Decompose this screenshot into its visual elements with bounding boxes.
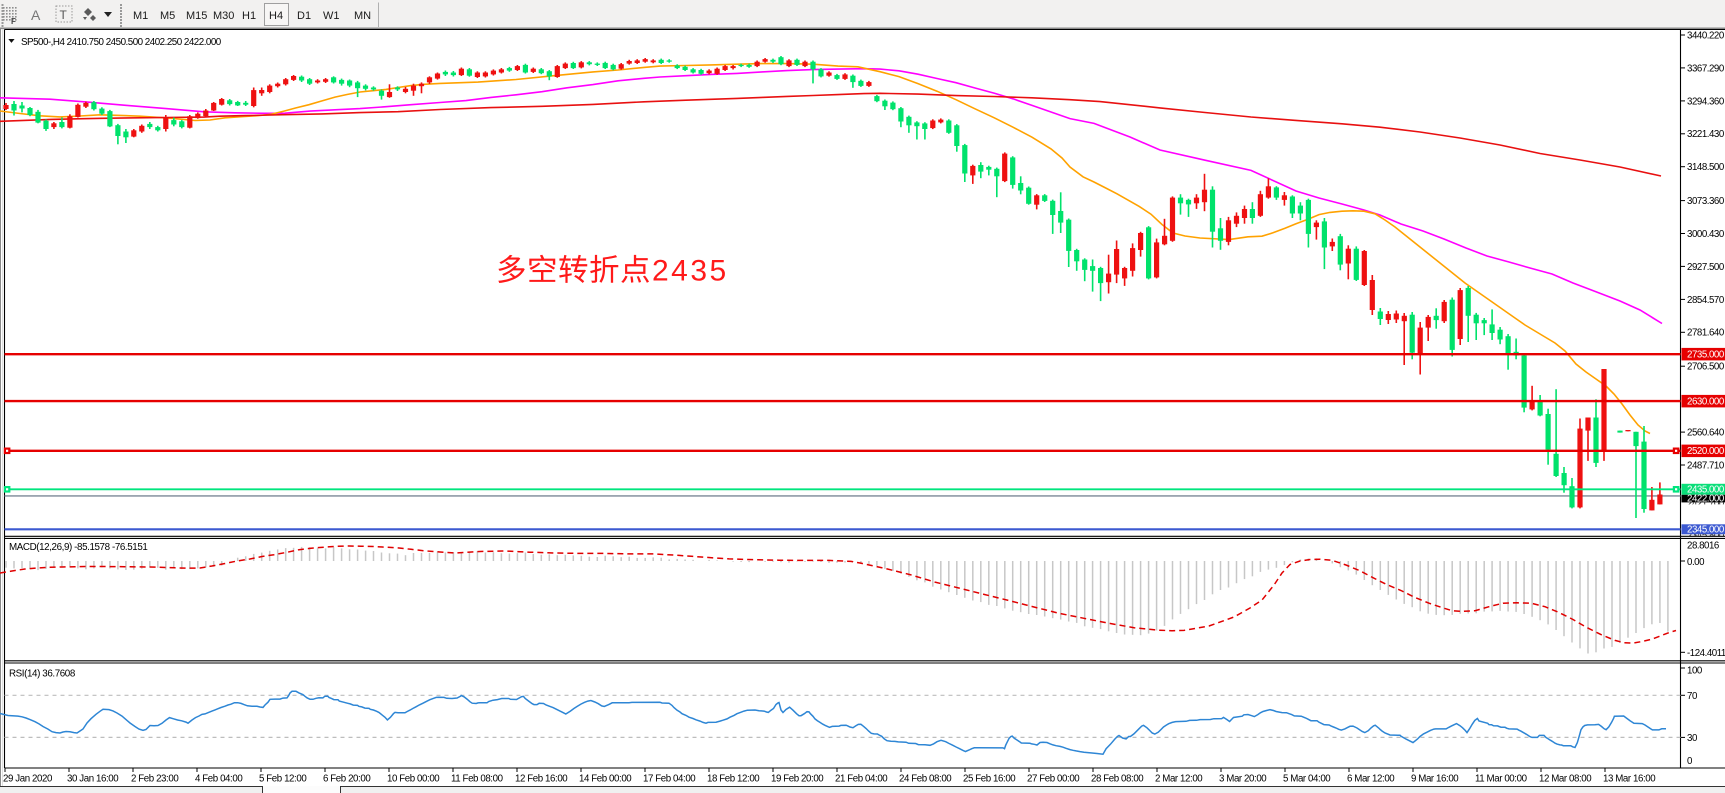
svg-text:2 Mar 12:00: 2 Mar 12:00 (1155, 774, 1203, 785)
svg-text:9 Mar 16:00: 9 Mar 16:00 (1411, 774, 1459, 785)
svg-text:4 Feb 04:00: 4 Feb 04:00 (195, 774, 243, 785)
svg-text:28.8016: 28.8016 (1687, 541, 1719, 552)
svg-text:0.00: 0.00 (1687, 557, 1705, 568)
svg-text:2854.570: 2854.570 (1687, 295, 1725, 306)
svg-text:14 Feb 00:00: 14 Feb 00:00 (579, 774, 632, 785)
svg-text:D1: D1 (297, 10, 311, 22)
svg-text:3367.290: 3367.290 (1687, 63, 1725, 74)
svg-text:2 Feb 23:00: 2 Feb 23:00 (131, 774, 179, 785)
svg-text:24 Feb 08:00: 24 Feb 08:00 (899, 774, 952, 785)
svg-text:12 Feb 16:00: 12 Feb 16:00 (515, 774, 568, 785)
svg-text:2435.000: 2435.000 (1687, 485, 1725, 496)
svg-text:3440.220: 3440.220 (1687, 30, 1725, 41)
svg-text:SP500-,H4 2410.750 2450.500 2: SP500-,H4 2410.750 2450.500 2402.250 242… (21, 37, 222, 48)
svg-text:2781.640: 2781.640 (1687, 328, 1725, 339)
svg-text:12 Mar 08:00: 12 Mar 08:00 (1539, 774, 1592, 785)
svg-text:2630.000: 2630.000 (1687, 397, 1725, 408)
svg-text:2487.710: 2487.710 (1687, 460, 1725, 471)
svg-text:2706.500: 2706.500 (1687, 362, 1725, 373)
svg-text:30: 30 (1687, 733, 1698, 744)
svg-text:10 Feb 00:00: 10 Feb 00:00 (387, 774, 440, 785)
svg-text:5 Mar 04:00: 5 Mar 04:00 (1283, 774, 1331, 785)
svg-text:2735.000: 2735.000 (1687, 350, 1725, 361)
svg-text:MN: MN (354, 10, 371, 22)
svg-text:21 Feb 04:00: 21 Feb 04:00 (835, 774, 888, 785)
svg-text:13 Mar 16:00: 13 Mar 16:00 (1603, 774, 1656, 785)
svg-text:H1: H1 (242, 10, 256, 22)
svg-text:2421.700: 2421.700 (1687, 499, 1725, 510)
svg-text:30 Jan 16:00: 30 Jan 16:00 (67, 774, 119, 785)
svg-text:3073.360: 3073.360 (1687, 196, 1725, 207)
svg-text:F: F (11, 17, 16, 26)
svg-text:0: 0 (1687, 756, 1693, 767)
svg-text:2927.500: 2927.500 (1687, 262, 1725, 273)
svg-text:H4: H4 (269, 10, 283, 22)
svg-text:RSI(14) 36.7608: RSI(14) 36.7608 (9, 669, 76, 680)
svg-text:2345.000: 2345.000 (1687, 525, 1725, 536)
svg-text:25 Feb 16:00: 25 Feb 16:00 (963, 774, 1016, 785)
svg-text:M1: M1 (133, 10, 148, 22)
svg-text:28 Feb 08:00: 28 Feb 08:00 (1091, 774, 1144, 785)
svg-text:2345.800: 2345.800 (1687, 530, 1725, 541)
svg-text:6 Feb 20:00: 6 Feb 20:00 (323, 774, 371, 785)
svg-text:11 Feb 08:00: 11 Feb 08:00 (451, 774, 504, 785)
svg-text:2560.640: 2560.640 (1687, 428, 1725, 439)
svg-text:17 Feb 04:00: 17 Feb 04:00 (643, 774, 696, 785)
svg-text:W1: W1 (323, 10, 340, 22)
svg-text:3000.430: 3000.430 (1687, 229, 1725, 240)
svg-text:100: 100 (1687, 666, 1703, 677)
svg-text:29 Jan 2020: 29 Jan 2020 (3, 774, 53, 785)
svg-text:2520.000: 2520.000 (1687, 446, 1725, 457)
svg-text:M30: M30 (213, 10, 234, 22)
svg-text:A: A (31, 7, 41, 23)
svg-text:M15: M15 (186, 10, 207, 22)
svg-text:19 Feb 20:00: 19 Feb 20:00 (771, 774, 824, 785)
svg-text:3221.430: 3221.430 (1687, 129, 1725, 140)
svg-text:3 Mar 20:00: 3 Mar 20:00 (1219, 774, 1267, 785)
svg-text:18 Feb 12:00: 18 Feb 12:00 (707, 774, 760, 785)
svg-text:3294.360: 3294.360 (1687, 96, 1725, 107)
svg-text:2435: 2435 (652, 255, 729, 288)
svg-text:2422.000: 2422.000 (1687, 493, 1725, 504)
svg-text:-124.4011: -124.4011 (1687, 648, 1725, 659)
svg-text:6 Mar 12:00: 6 Mar 12:00 (1347, 774, 1395, 785)
svg-text:11 Mar 00:00: 11 Mar 00:00 (1475, 774, 1528, 785)
svg-text:70: 70 (1687, 691, 1698, 702)
svg-text:27 Feb 00:00: 27 Feb 00:00 (1027, 774, 1080, 785)
svg-text:MACD(12,26,9) -85.1578 -76.515: MACD(12,26,9) -85.1578 -76.5151 (9, 542, 147, 553)
svg-text:5 Feb 12:00: 5 Feb 12:00 (259, 774, 307, 785)
svg-text:T: T (60, 8, 68, 22)
svg-text:M5: M5 (160, 10, 175, 22)
svg-text:3148.500: 3148.500 (1687, 162, 1725, 173)
